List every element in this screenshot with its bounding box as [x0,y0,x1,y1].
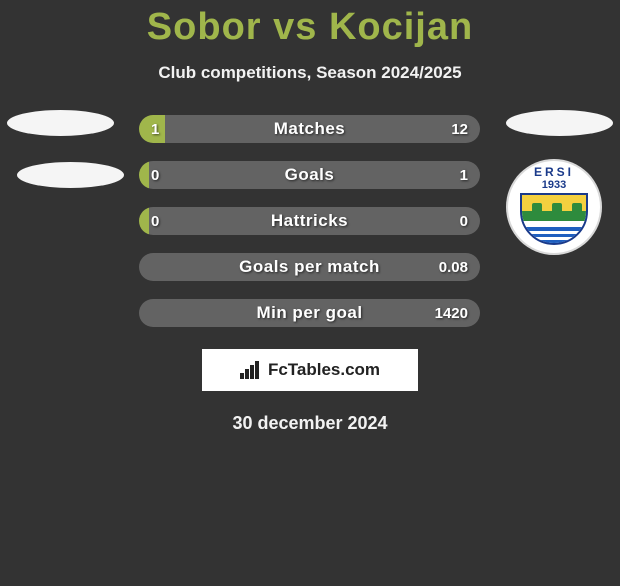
bar-row: Min per goal1420 [139,299,480,327]
bars-container: Matches112 Goals01 Hattricks00 Goals per ma… [139,115,480,345]
bar-right-fill [149,207,480,235]
footer-logo: FcTables.com [202,349,418,391]
footer-logo-text: FcTables.com [268,360,380,380]
bar-row: Goals per match0.08 [139,253,480,281]
bar-row: Goals01 [139,161,480,189]
bar-row: Matches112 [139,115,480,143]
club-badge: ERSI 1933 [506,159,602,255]
bar-left-fill [139,207,149,235]
bar-left-fill [139,115,165,143]
ellipse-top-left [7,110,114,136]
bar-right-fill [149,161,480,189]
subtitle: Club competitions, Season 2024/2025 [0,63,620,83]
club-badge-name: ERSI [506,165,602,179]
bar-right-fill [139,253,480,281]
club-badge-shield [520,193,588,245]
bar-chart-icon [240,361,262,379]
bar-row: Hattricks00 [139,207,480,235]
bar-left-fill [139,161,149,189]
ellipse-mid-left [17,162,124,188]
page-title: Sobor vs Kocijan [0,6,620,49]
club-badge-circle: ERSI 1933 [506,159,602,255]
club-badge-year: 1933 [506,179,602,191]
ellipse-top-right [506,110,613,136]
bar-right-fill [165,115,480,143]
comparison-chart: ERSI 1933 Matches112 Goals01 Hattricks00 Go… [0,115,620,345]
date-text: 30 december 2024 [0,413,620,434]
bar-right-fill [139,299,480,327]
